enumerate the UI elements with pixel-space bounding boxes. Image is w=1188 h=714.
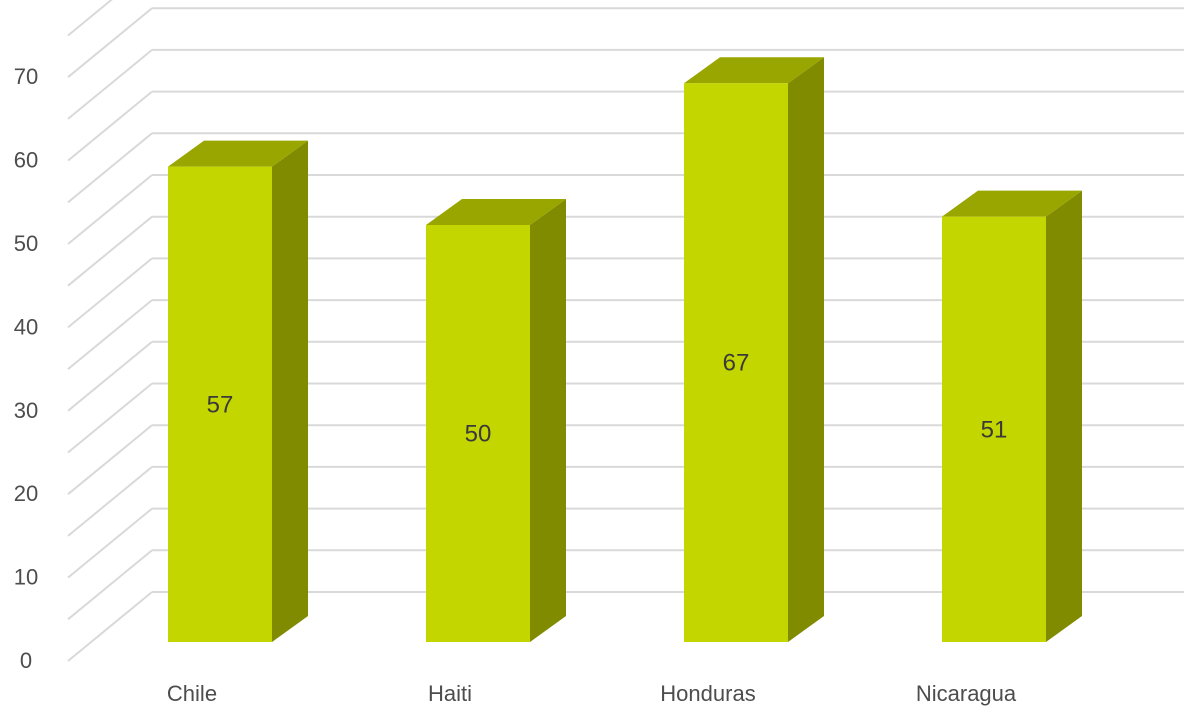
gridline-65 bbox=[67, 48, 1184, 120]
bar-top-haiti bbox=[426, 199, 566, 225]
bar-side-nicaragua bbox=[1046, 190, 1082, 642]
y-tick-label-30: 30 bbox=[14, 398, 38, 423]
gridline-50 bbox=[67, 174, 1184, 245]
y-tick-label-70: 70 bbox=[14, 64, 38, 89]
bar-top-honduras bbox=[684, 57, 824, 84]
bar-haiti bbox=[426, 199, 566, 642]
y-axis-tick-labels: 0 10 20 30 40 50 60 70 bbox=[14, 64, 38, 673]
data-labels: 57 50 67 51 bbox=[207, 350, 1008, 448]
bar-front-haiti bbox=[426, 225, 530, 642]
bar-chile bbox=[168, 140, 308, 642]
category-label-nicaragua: Nicaragua bbox=[916, 681, 1017, 706]
data-label-nicaragua: 51 bbox=[981, 416, 1008, 443]
x-axis-category-labels: Chile Haiti Honduras Nicaragua bbox=[167, 681, 1017, 706]
bar-side-haiti bbox=[530, 199, 566, 642]
bar-side-chile bbox=[272, 140, 308, 642]
y-tick-label-0: 0 bbox=[20, 648, 32, 673]
bar-front-honduras bbox=[684, 83, 788, 643]
data-label-chile: 57 bbox=[207, 391, 234, 418]
category-label-honduras: Honduras bbox=[660, 681, 755, 706]
category-label-chile: Chile bbox=[167, 681, 217, 706]
bar-top-nicaragua bbox=[942, 190, 1082, 217]
data-label-haiti: 50 bbox=[465, 421, 492, 448]
bars bbox=[168, 57, 1082, 643]
y-tick-label-60: 60 bbox=[14, 148, 38, 173]
data-label-honduras: 67 bbox=[723, 350, 750, 377]
gridline-60 bbox=[67, 90, 1184, 162]
bar-front-nicaragua bbox=[942, 216, 1046, 642]
gridline-75 bbox=[67, 0, 113, 37]
gridline-55 bbox=[67, 132, 1184, 204]
y-tick-label-10: 10 bbox=[14, 565, 38, 590]
y-tick-label-20: 20 bbox=[14, 481, 38, 506]
y-tick-label-40: 40 bbox=[14, 314, 38, 339]
y-tick-label-50: 50 bbox=[14, 231, 38, 256]
category-label-haiti: Haiti bbox=[428, 681, 472, 706]
gridline-70 bbox=[67, 7, 1184, 78]
bar-side-honduras bbox=[788, 57, 824, 643]
bar-honduras bbox=[684, 57, 824, 643]
bar-nicaragua bbox=[942, 190, 1082, 642]
bar-front-chile bbox=[168, 166, 272, 642]
bar-top-chile bbox=[168, 140, 308, 167]
